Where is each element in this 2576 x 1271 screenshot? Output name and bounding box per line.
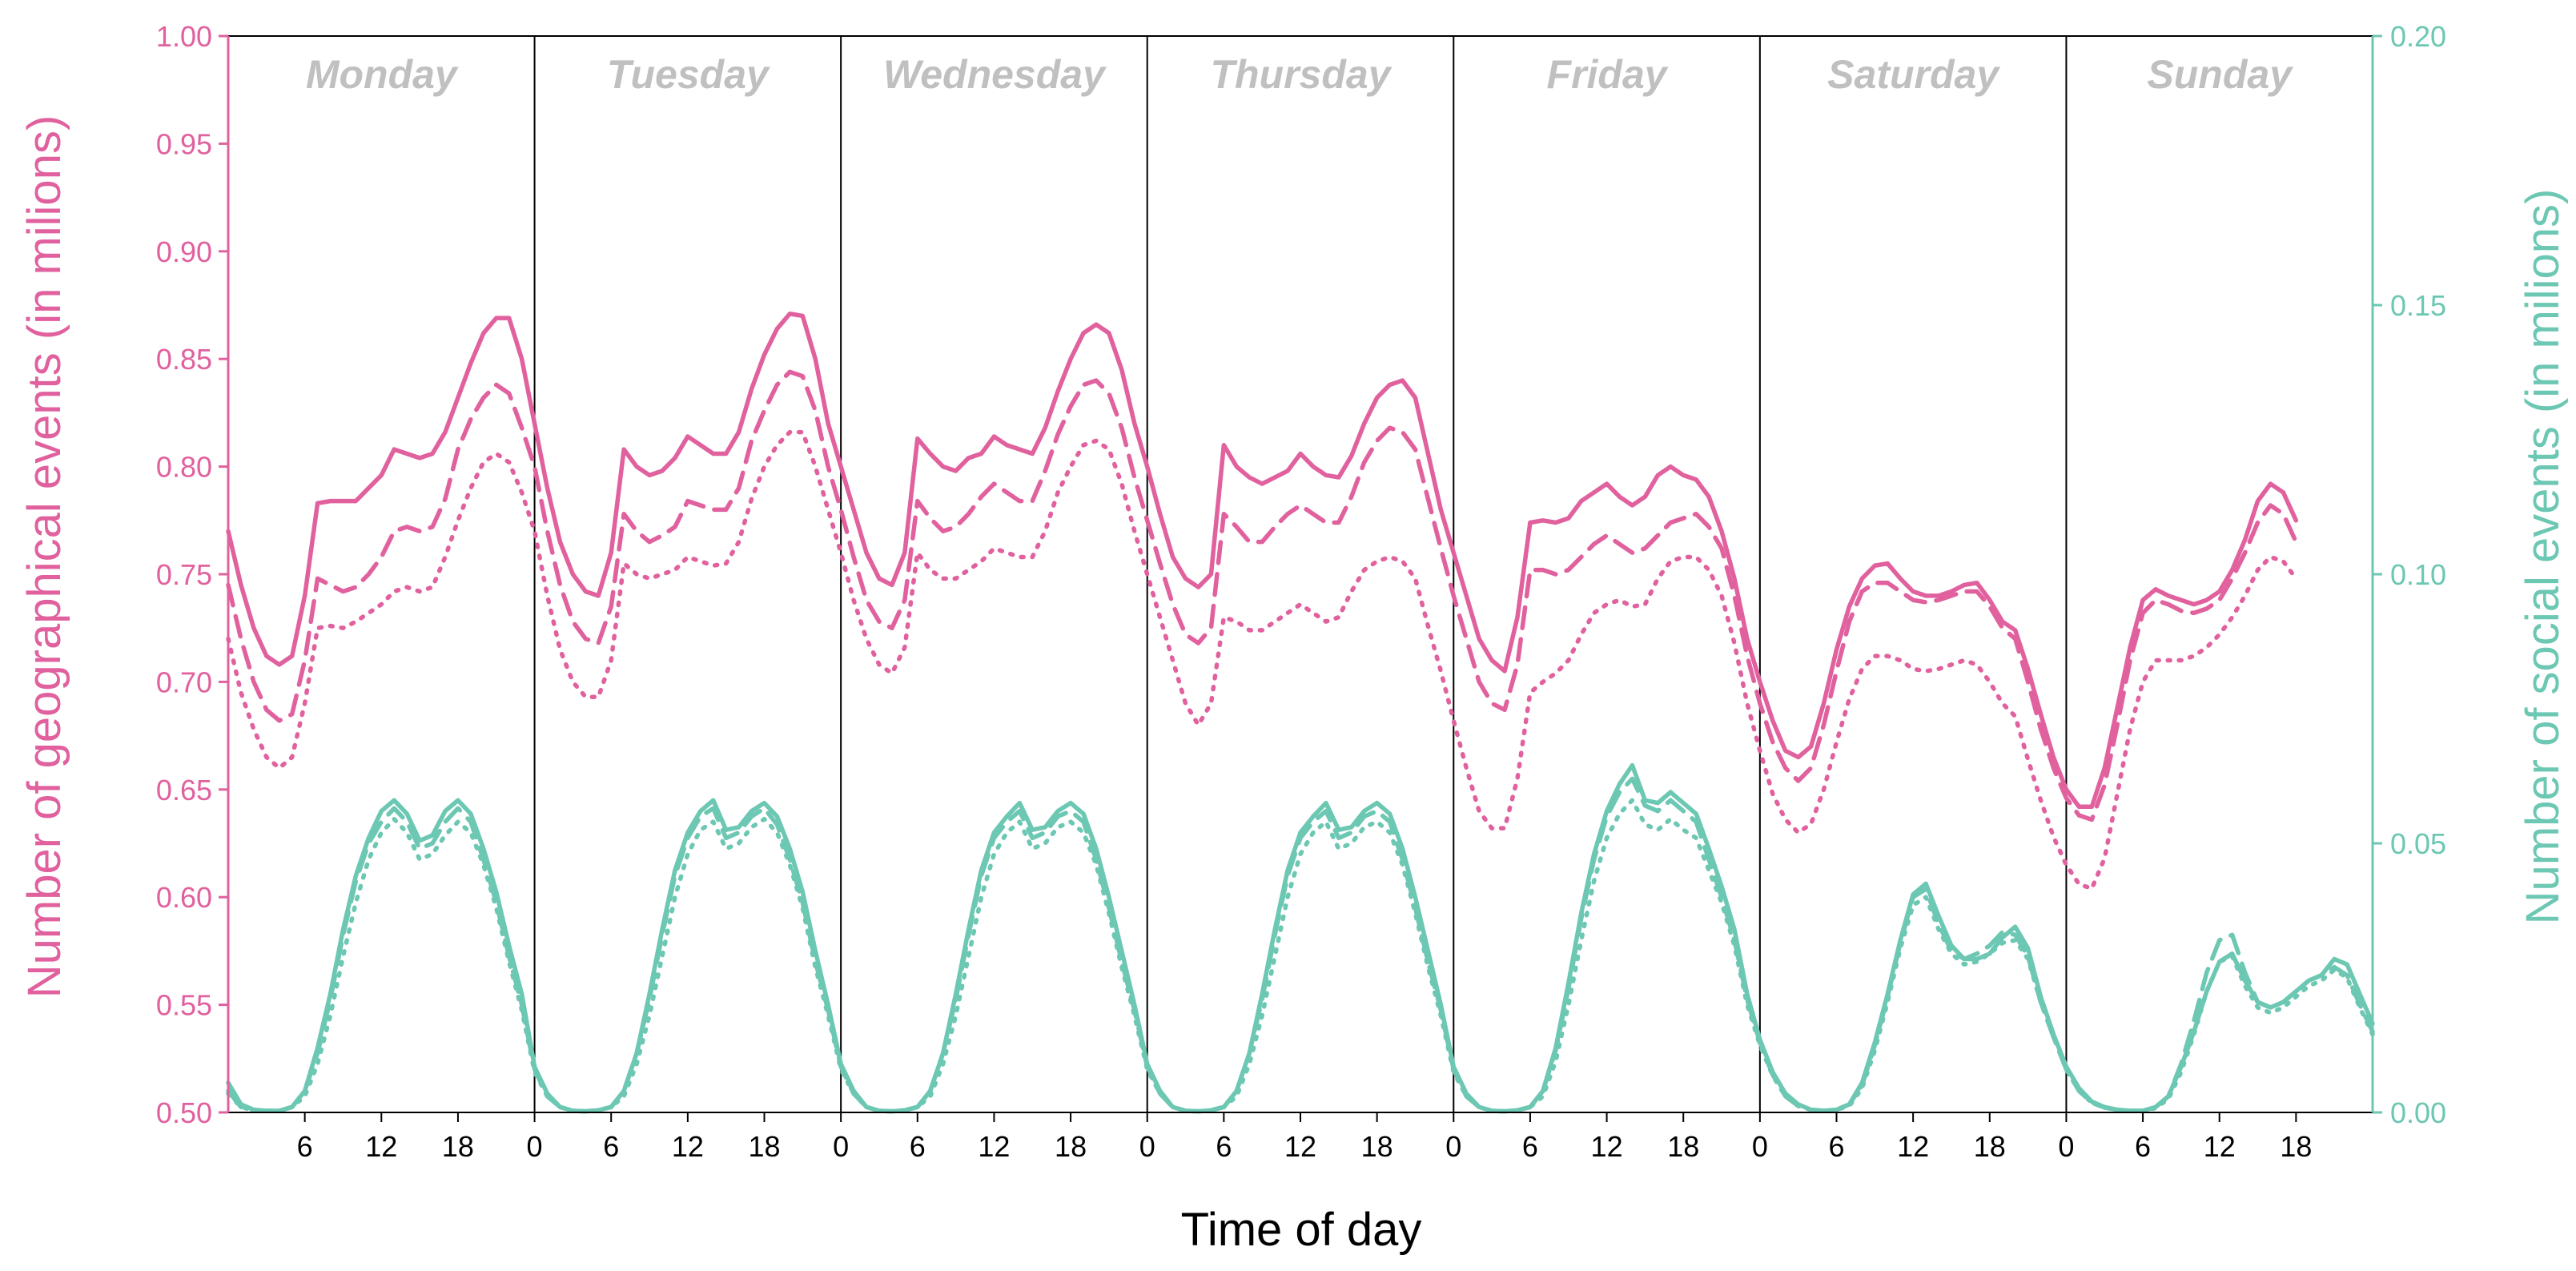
- x-tick-label: 6: [2135, 1130, 2151, 1163]
- left-tick-label: 0.75: [156, 558, 212, 591]
- left-tick-label: 0.90: [156, 235, 212, 268]
- x-tick-label: 0: [2058, 1130, 2074, 1163]
- x-tick-label: 12: [365, 1130, 397, 1163]
- left-tick-label: 0.70: [156, 666, 212, 698]
- x-axis-ticks: 6 12 18 0 6 12 18 0 6 12 18 0 6 12 18 0 6 12 18 0 6 12 18 0 6 12 1…: [297, 1112, 2312, 1163]
- left-axis-ticks: 0.50 0.55 0.60 0.65 0.70 0.75 0.80 0.85 0.90 0.95…: [156, 20, 228, 1129]
- day-label: Sunday: [2147, 52, 2293, 97]
- left-axis-label: Number of geographical events (in milion…: [18, 115, 70, 999]
- x-tick-label: 12: [1591, 1130, 1623, 1163]
- series-geo-dashed: [226, 369, 2299, 823]
- x-tick-label: 18: [1974, 1130, 2006, 1163]
- day-labels: Monday Tuesday Wednesday Thursday Friday Satu…: [306, 52, 2293, 97]
- x-tick-label: 6: [1828, 1130, 1844, 1163]
- x-tick-label: 12: [1284, 1130, 1316, 1163]
- right-tick-label: 0.05: [2390, 827, 2446, 860]
- left-tick-label: 0.55: [156, 989, 212, 1022]
- right-tick-label: 0.10: [2390, 558, 2446, 591]
- x-tick-label: 12: [978, 1130, 1010, 1163]
- day-label: Monday: [306, 52, 459, 97]
- left-tick-label: 0.80: [156, 451, 212, 484]
- day-label: Friday: [1547, 52, 1669, 97]
- x-tick-label: 6: [603, 1130, 619, 1163]
- x-tick-label: 6: [1216, 1130, 1232, 1163]
- right-axis-ticks: 0.00 0.05 0.10 0.15 0.20: [2373, 20, 2446, 1129]
- day-label: Thursday: [1210, 52, 1392, 97]
- series-social-solid: [226, 762, 2375, 1114]
- series-geo-dotted: [226, 429, 2299, 891]
- day-label: Tuesday: [607, 52, 770, 97]
- right-axis-label: Number of social events (in milions): [2517, 189, 2569, 925]
- x-tick-label: 0: [1445, 1130, 1461, 1163]
- series-social-dotted: [226, 798, 2375, 1114]
- x-tick-label: 0: [833, 1130, 849, 1163]
- series-geo-solid: [226, 312, 2299, 810]
- left-tick-label: 0.95: [156, 127, 212, 160]
- left-tick-label: 0.50: [156, 1096, 212, 1129]
- x-tick-label: 18: [442, 1130, 474, 1163]
- right-tick-label: 0.20: [2390, 20, 2446, 53]
- day-label: Saturday: [1827, 52, 2000, 97]
- x-tick-label: 18: [1055, 1130, 1087, 1163]
- series-layer: [226, 312, 2375, 1114]
- x-tick-label: 6: [910, 1130, 926, 1163]
- x-tick-label: 12: [2204, 1130, 2236, 1163]
- x-tick-label: 18: [1667, 1130, 1699, 1163]
- x-axis-label: Time of day: [1181, 1204, 1422, 1256]
- x-tick-label: 12: [672, 1130, 704, 1163]
- x-tick-label: 18: [1361, 1130, 1393, 1163]
- left-tick-label: 0.85: [156, 343, 212, 376]
- left-tick-label: 1.00: [156, 20, 212, 53]
- x-tick-label: 6: [1522, 1130, 1538, 1163]
- right-tick-label: 0.15: [2390, 289, 2446, 322]
- x-tick-label: 6: [297, 1130, 313, 1163]
- x-tick-label: 12: [1897, 1130, 1929, 1163]
- day-label: Wednesday: [883, 52, 1107, 97]
- left-tick-label: 0.65: [156, 774, 212, 806]
- left-tick-label: 0.60: [156, 881, 212, 914]
- right-tick-label: 0.00: [2390, 1096, 2446, 1129]
- x-tick-label: 0: [1139, 1130, 1155, 1163]
- x-tick-label: 18: [2280, 1130, 2312, 1163]
- x-tick-label: 0: [527, 1130, 543, 1163]
- x-tick-label: 18: [748, 1130, 780, 1163]
- day-separators: [533, 36, 2068, 1112]
- axes: [227, 35, 2374, 1113]
- x-tick-label: 0: [1752, 1130, 1768, 1163]
